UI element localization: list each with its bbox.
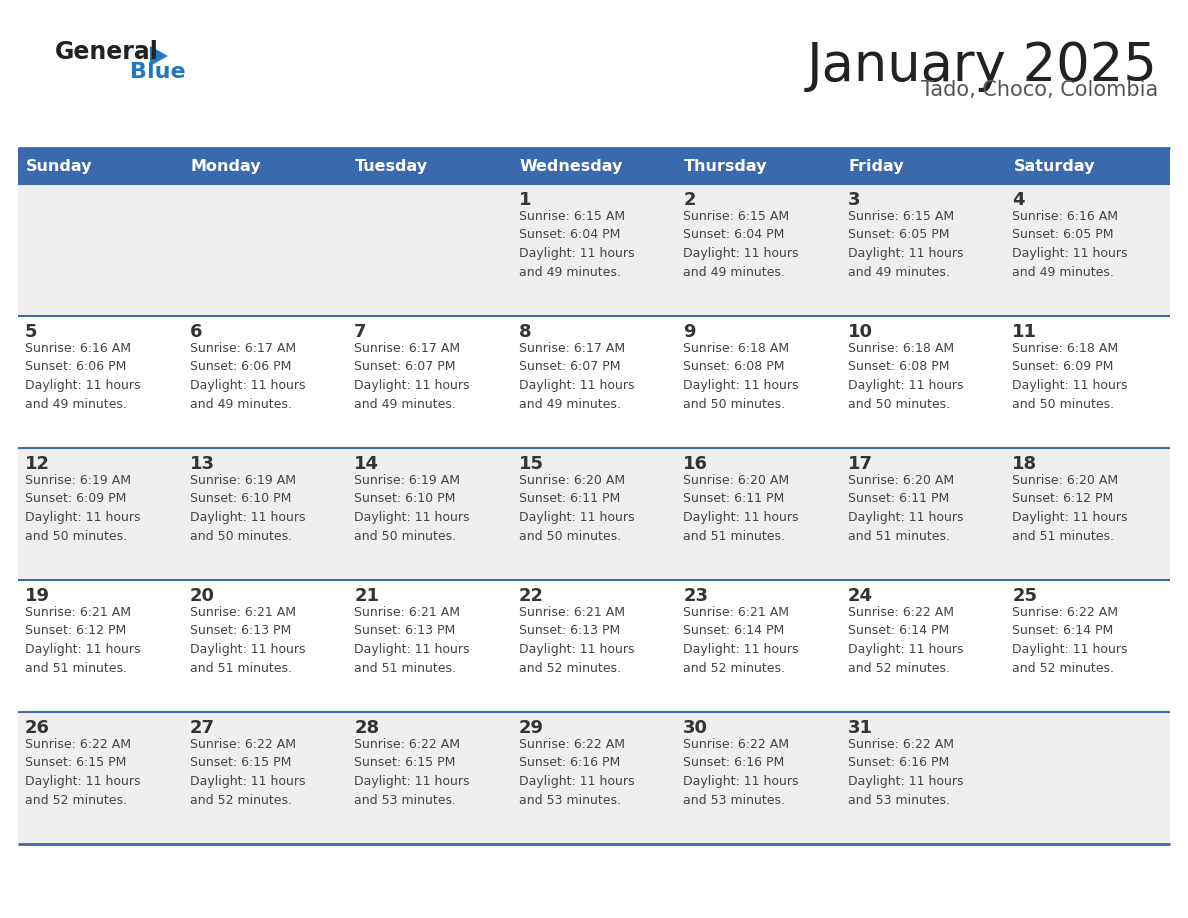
Text: 7: 7 xyxy=(354,323,367,341)
Text: Sunrise: 6:16 AM
Sunset: 6:05 PM
Daylight: 11 hours
and 49 minutes.: Sunrise: 6:16 AM Sunset: 6:05 PM Dayligh… xyxy=(1012,210,1127,278)
Text: Sunrise: 6:20 AM
Sunset: 6:11 PM
Daylight: 11 hours
and 51 minutes.: Sunrise: 6:20 AM Sunset: 6:11 PM Dayligh… xyxy=(683,474,798,543)
Text: Sunrise: 6:22 AM
Sunset: 6:15 PM
Daylight: 11 hours
and 52 minutes.: Sunrise: 6:22 AM Sunset: 6:15 PM Dayligh… xyxy=(25,738,140,807)
Text: 4: 4 xyxy=(1012,191,1025,209)
Text: 1: 1 xyxy=(519,191,531,209)
Text: 26: 26 xyxy=(25,719,50,737)
Text: Sunrise: 6:22 AM
Sunset: 6:16 PM
Daylight: 11 hours
and 53 minutes.: Sunrise: 6:22 AM Sunset: 6:16 PM Dayligh… xyxy=(683,738,798,807)
Text: 28: 28 xyxy=(354,719,379,737)
Text: 30: 30 xyxy=(683,719,708,737)
Text: Sunrise: 6:20 AM
Sunset: 6:12 PM
Daylight: 11 hours
and 51 minutes.: Sunrise: 6:20 AM Sunset: 6:12 PM Dayligh… xyxy=(1012,474,1127,543)
Text: Sunrise: 6:20 AM
Sunset: 6:11 PM
Daylight: 11 hours
and 50 minutes.: Sunrise: 6:20 AM Sunset: 6:11 PM Dayligh… xyxy=(519,474,634,543)
Text: 29: 29 xyxy=(519,719,544,737)
Text: Sunrise: 6:21 AM
Sunset: 6:13 PM
Daylight: 11 hours
and 52 minutes.: Sunrise: 6:21 AM Sunset: 6:13 PM Dayligh… xyxy=(519,606,634,675)
Bar xyxy=(18,580,1170,712)
Bar xyxy=(841,148,1005,184)
Text: Sunrise: 6:21 AM
Sunset: 6:13 PM
Daylight: 11 hours
and 51 minutes.: Sunrise: 6:21 AM Sunset: 6:13 PM Dayligh… xyxy=(354,606,469,675)
Text: 6: 6 xyxy=(190,323,202,341)
Text: 8: 8 xyxy=(519,323,531,341)
Text: Monday: Monday xyxy=(190,159,261,174)
Text: 16: 16 xyxy=(683,455,708,473)
Text: 3: 3 xyxy=(848,191,860,209)
Text: 19: 19 xyxy=(25,587,50,605)
Bar xyxy=(18,448,1170,580)
Text: Wednesday: Wednesday xyxy=(519,159,623,174)
Polygon shape xyxy=(150,46,168,66)
Text: Sunrise: 6:22 AM
Sunset: 6:15 PM
Daylight: 11 hours
and 53 minutes.: Sunrise: 6:22 AM Sunset: 6:15 PM Dayligh… xyxy=(354,738,469,807)
Bar xyxy=(512,148,676,184)
Text: Sunrise: 6:17 AM
Sunset: 6:07 PM
Daylight: 11 hours
and 49 minutes.: Sunrise: 6:17 AM Sunset: 6:07 PM Dayligh… xyxy=(519,342,634,410)
Text: 18: 18 xyxy=(1012,455,1037,473)
Text: 15: 15 xyxy=(519,455,544,473)
Text: 2: 2 xyxy=(683,191,696,209)
Text: Sunrise: 6:22 AM
Sunset: 6:14 PM
Daylight: 11 hours
and 52 minutes.: Sunrise: 6:22 AM Sunset: 6:14 PM Dayligh… xyxy=(848,606,963,675)
Bar xyxy=(18,712,1170,844)
Text: Sunrise: 6:16 AM
Sunset: 6:06 PM
Daylight: 11 hours
and 49 minutes.: Sunrise: 6:16 AM Sunset: 6:06 PM Dayligh… xyxy=(25,342,140,410)
Text: 11: 11 xyxy=(1012,323,1037,341)
Text: Sunrise: 6:22 AM
Sunset: 6:16 PM
Daylight: 11 hours
and 53 minutes.: Sunrise: 6:22 AM Sunset: 6:16 PM Dayligh… xyxy=(519,738,634,807)
Text: Sunrise: 6:18 AM
Sunset: 6:09 PM
Daylight: 11 hours
and 50 minutes.: Sunrise: 6:18 AM Sunset: 6:09 PM Dayligh… xyxy=(1012,342,1127,410)
Text: Sunrise: 6:18 AM
Sunset: 6:08 PM
Daylight: 11 hours
and 50 minutes.: Sunrise: 6:18 AM Sunset: 6:08 PM Dayligh… xyxy=(683,342,798,410)
Bar xyxy=(1005,148,1170,184)
Text: Sunrise: 6:22 AM
Sunset: 6:15 PM
Daylight: 11 hours
and 52 minutes.: Sunrise: 6:22 AM Sunset: 6:15 PM Dayligh… xyxy=(190,738,305,807)
Text: Sunrise: 6:22 AM
Sunset: 6:16 PM
Daylight: 11 hours
and 53 minutes.: Sunrise: 6:22 AM Sunset: 6:16 PM Dayligh… xyxy=(848,738,963,807)
Text: Sunrise: 6:15 AM
Sunset: 6:04 PM
Daylight: 11 hours
and 49 minutes.: Sunrise: 6:15 AM Sunset: 6:04 PM Dayligh… xyxy=(519,210,634,278)
Text: Sunrise: 6:19 AM
Sunset: 6:09 PM
Daylight: 11 hours
and 50 minutes.: Sunrise: 6:19 AM Sunset: 6:09 PM Dayligh… xyxy=(25,474,140,543)
Bar xyxy=(18,184,1170,316)
Text: 17: 17 xyxy=(848,455,873,473)
Text: Sunrise: 6:19 AM
Sunset: 6:10 PM
Daylight: 11 hours
and 50 minutes.: Sunrise: 6:19 AM Sunset: 6:10 PM Dayligh… xyxy=(190,474,305,543)
Text: 24: 24 xyxy=(848,587,873,605)
Text: 25: 25 xyxy=(1012,587,1037,605)
Text: Sunrise: 6:18 AM
Sunset: 6:08 PM
Daylight: 11 hours
and 50 minutes.: Sunrise: 6:18 AM Sunset: 6:08 PM Dayligh… xyxy=(848,342,963,410)
Text: 9: 9 xyxy=(683,323,696,341)
Bar xyxy=(347,148,512,184)
Text: Sunrise: 6:15 AM
Sunset: 6:04 PM
Daylight: 11 hours
and 49 minutes.: Sunrise: 6:15 AM Sunset: 6:04 PM Dayligh… xyxy=(683,210,798,278)
Text: Tuesday: Tuesday xyxy=(355,159,428,174)
Text: Sunrise: 6:15 AM
Sunset: 6:05 PM
Daylight: 11 hours
and 49 minutes.: Sunrise: 6:15 AM Sunset: 6:05 PM Dayligh… xyxy=(848,210,963,278)
Text: 14: 14 xyxy=(354,455,379,473)
Text: Saturday: Saturday xyxy=(1013,159,1095,174)
Bar xyxy=(676,148,841,184)
Text: Sunrise: 6:20 AM
Sunset: 6:11 PM
Daylight: 11 hours
and 51 minutes.: Sunrise: 6:20 AM Sunset: 6:11 PM Dayligh… xyxy=(848,474,963,543)
Text: 23: 23 xyxy=(683,587,708,605)
Text: January 2025: January 2025 xyxy=(807,40,1158,92)
Text: Friday: Friday xyxy=(849,159,904,174)
Bar xyxy=(183,148,347,184)
Text: 31: 31 xyxy=(848,719,873,737)
Text: Sunday: Sunday xyxy=(26,159,93,174)
Text: Blue: Blue xyxy=(129,62,185,82)
Text: Sunrise: 6:21 AM
Sunset: 6:14 PM
Daylight: 11 hours
and 52 minutes.: Sunrise: 6:21 AM Sunset: 6:14 PM Dayligh… xyxy=(683,606,798,675)
Text: 13: 13 xyxy=(190,455,215,473)
Bar xyxy=(18,316,1170,448)
Text: 5: 5 xyxy=(25,323,38,341)
Text: Sunrise: 6:19 AM
Sunset: 6:10 PM
Daylight: 11 hours
and 50 minutes.: Sunrise: 6:19 AM Sunset: 6:10 PM Dayligh… xyxy=(354,474,469,543)
Text: 21: 21 xyxy=(354,587,379,605)
Bar xyxy=(18,148,183,184)
Text: Sunrise: 6:17 AM
Sunset: 6:06 PM
Daylight: 11 hours
and 49 minutes.: Sunrise: 6:17 AM Sunset: 6:06 PM Dayligh… xyxy=(190,342,305,410)
Text: 22: 22 xyxy=(519,587,544,605)
Text: 27: 27 xyxy=(190,719,215,737)
Text: Thursday: Thursday xyxy=(684,159,767,174)
Text: 12: 12 xyxy=(25,455,50,473)
Text: Sunrise: 6:17 AM
Sunset: 6:07 PM
Daylight: 11 hours
and 49 minutes.: Sunrise: 6:17 AM Sunset: 6:07 PM Dayligh… xyxy=(354,342,469,410)
Text: Sunrise: 6:21 AM
Sunset: 6:13 PM
Daylight: 11 hours
and 51 minutes.: Sunrise: 6:21 AM Sunset: 6:13 PM Dayligh… xyxy=(190,606,305,675)
Text: Sunrise: 6:21 AM
Sunset: 6:12 PM
Daylight: 11 hours
and 51 minutes.: Sunrise: 6:21 AM Sunset: 6:12 PM Dayligh… xyxy=(25,606,140,675)
Text: General: General xyxy=(55,40,159,64)
Text: Sunrise: 6:22 AM
Sunset: 6:14 PM
Daylight: 11 hours
and 52 minutes.: Sunrise: 6:22 AM Sunset: 6:14 PM Dayligh… xyxy=(1012,606,1127,675)
Text: 20: 20 xyxy=(190,587,215,605)
Text: 10: 10 xyxy=(848,323,873,341)
Text: Tado, Choco, Colombia: Tado, Choco, Colombia xyxy=(921,80,1158,100)
